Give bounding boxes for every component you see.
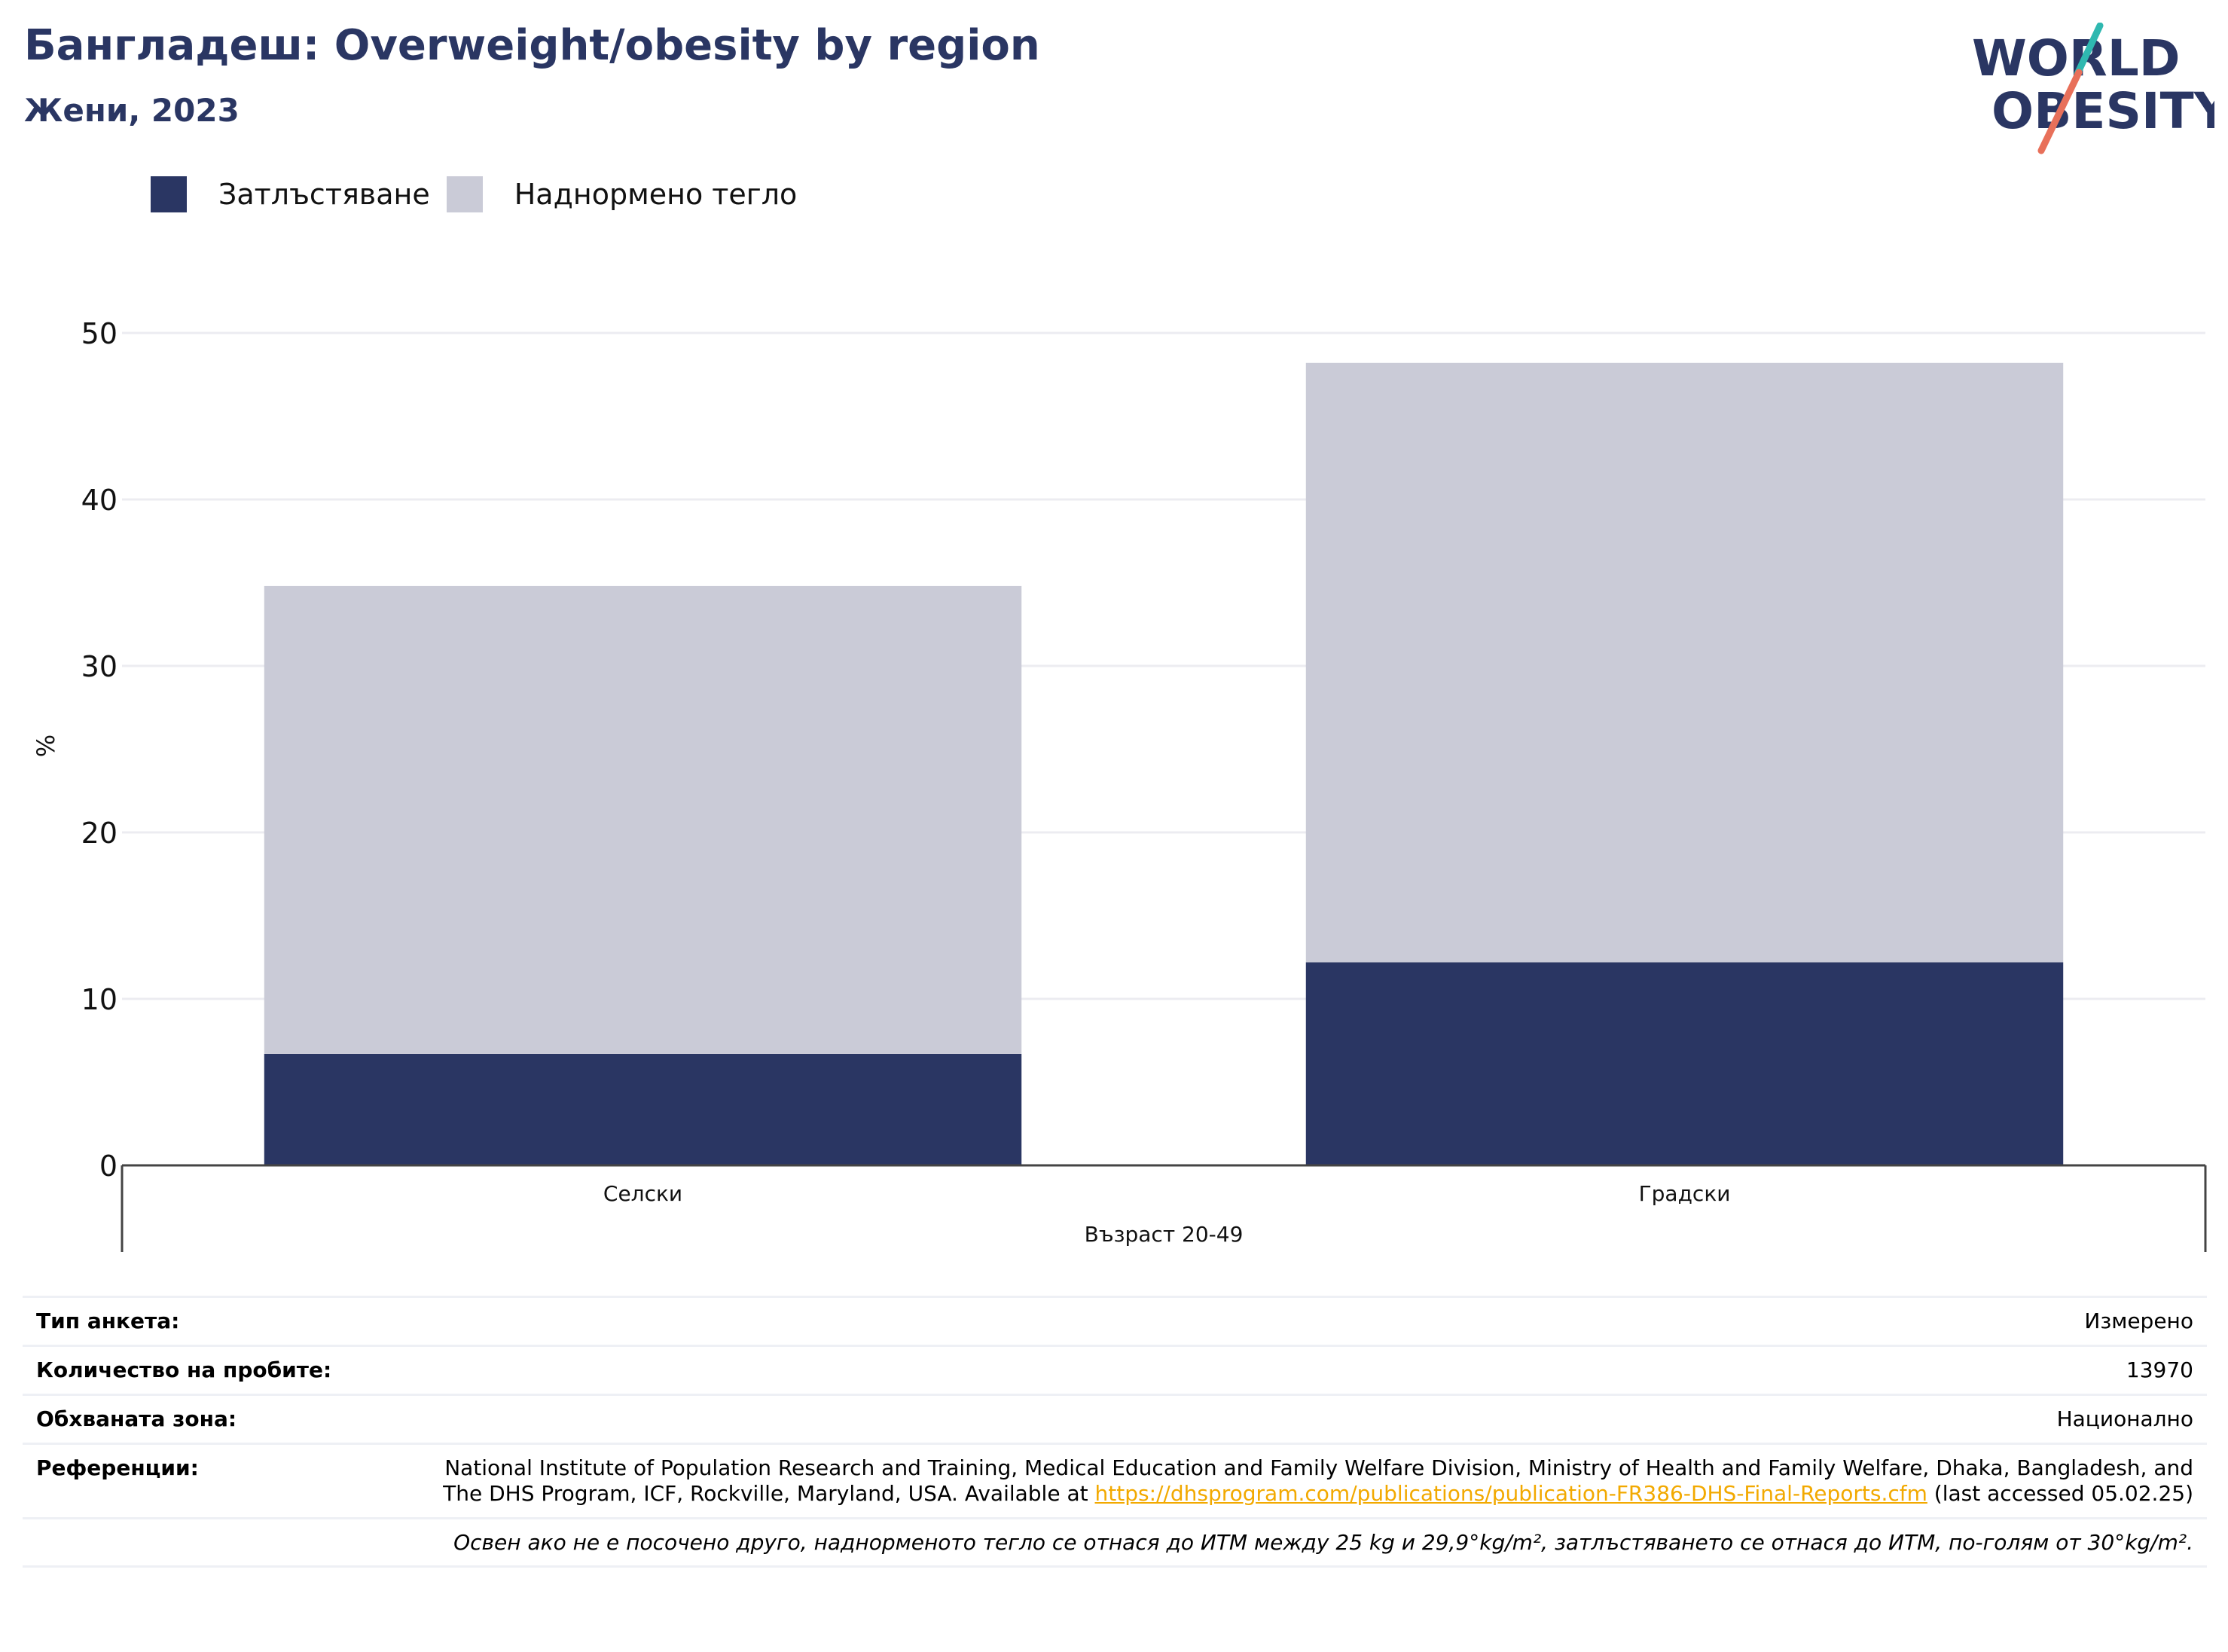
bar-obesity [264,1053,1022,1165]
y-tick-label: 20 [81,817,118,850]
legend-label-overweight: Наднормено тегло [514,178,798,211]
y-tick-label: 50 [81,317,118,350]
x-category-label: Селски [603,1181,682,1206]
legend-item-overweight[interactable]: Наднормено тегло [446,176,798,212]
info-row-note: Освен ако не е посочено друго, наднормен… [23,1517,2207,1568]
y-tick-label: 30 [81,650,118,683]
info-row-references: Референции: National Institute of Popula… [23,1443,2207,1519]
legend: Затлъстяване Наднормено тегло [151,173,813,215]
survey-type-label: Тип анкета: [23,1296,426,1346]
sample-size-value: 13970 [426,1345,2207,1395]
y-tick-label: 40 [81,484,118,517]
legend-label-obesity: Затлъстяване [218,178,430,211]
y-tick-label: 10 [81,983,118,1016]
chart-title: Бангладеш: Overweight/obesity by region [24,21,1040,70]
bar-chart: 0 10 20 30 40 50% Селски Градски Възраст 20-49 [32,317,2207,1252]
logo-line2: OBESITY [1991,82,2214,140]
logo-slash-teal [2074,23,2104,78]
bar-overweight [1305,362,2064,963]
area-value: Национално [426,1394,2207,1444]
legend-swatch-obesity [151,176,187,212]
chart-subtitle: Жени, 2023 [24,92,240,129]
y-axis-label: % [32,734,60,757]
references-label: Референции: [23,1443,426,1519]
survey-type-value: Измерено [426,1296,2207,1346]
info-row-sample-size: Количество на пробите: 13970 [23,1345,2207,1395]
legend-item-obesity[interactable]: Затлъстяване [151,176,430,212]
info-row-survey-type: Тип анкета: Измерено [23,1296,2207,1346]
world-obesity-logo: WORLD OBESITY [1972,23,2214,154]
legend-swatch-overweight [446,176,483,212]
references-value: National Institute of Population Researc… [426,1443,2207,1519]
x-category-label: Градски [1639,1181,1731,1206]
info-table: Тип анкета: Измерено Количество на проби… [23,1296,2207,1568]
footnote: Освен ако не е посочено друго, наднормен… [23,1517,2207,1568]
area-label: Обхваната зона: [23,1394,426,1444]
references-link[interactable]: https://dhsprogram.com/publications/publ… [1094,1481,1927,1506]
y-tick-label: 0 [99,1150,118,1183]
references-text: National Institute of Population Researc… [443,1455,2193,1506]
references-suffix: (last accessed 05.02.25) [1927,1481,2193,1506]
logo-slash-coral [2037,69,2083,154]
sample-size-label: Количество на пробите: [23,1345,426,1395]
info-row-area: Обхваната зона: Национално [23,1394,2207,1444]
bar-obesity [1305,962,2064,1165]
x-group-label: Възраст 20-49 [1085,1222,1244,1247]
bar-overweight [264,585,1022,1054]
